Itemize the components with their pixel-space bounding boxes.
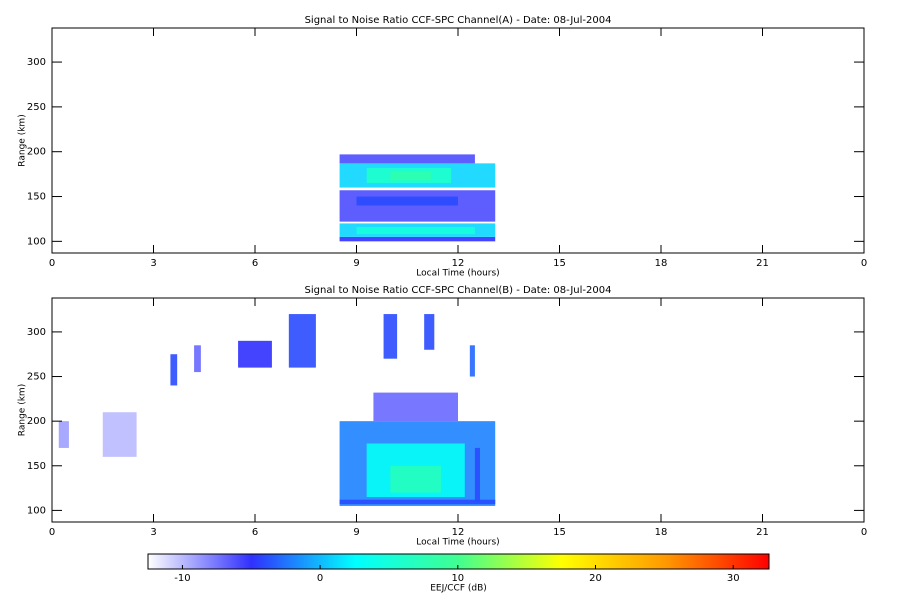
x-tick-label: 6 <box>252 258 258 269</box>
colorbar: -10 0 10 20 30 EEJ/CCF (dB) <box>147 553 770 594</box>
y-tick-label: 250 <box>27 372 46 383</box>
colorbar-tick-label: 10 <box>451 573 464 584</box>
x-tick-label: 0 <box>861 258 867 269</box>
heat-cell <box>469 345 475 377</box>
heat-cell <box>474 447 480 502</box>
y-tick-label: 300 <box>27 327 46 338</box>
y-tick-label: 150 <box>27 461 46 472</box>
y-axis-label: Range (km) <box>18 114 28 166</box>
heatmap-panel: Signal to Noise Ratio CCF-SPC Channel(B)… <box>18 285 868 548</box>
x-tick-label: 12 <box>452 258 465 269</box>
x-tick-label: 3 <box>150 258 156 269</box>
x-axis-label: Local Time (hours) <box>416 538 499 548</box>
x-tick-label: 15 <box>553 527 566 538</box>
x-tick-label: 12 <box>452 527 465 538</box>
heat-cell <box>356 227 475 235</box>
heat-cell <box>288 314 316 368</box>
heat-cell <box>194 345 201 373</box>
x-tick-label: 15 <box>553 258 566 269</box>
x-tick-label: 0 <box>49 527 55 538</box>
y-tick-label: 200 <box>27 416 46 427</box>
x-tick-label: 3 <box>150 527 156 538</box>
heat-cell <box>339 236 496 242</box>
colorbar-tick-label: -10 <box>174 573 190 584</box>
heat-cell <box>58 421 69 448</box>
x-tick-label: 21 <box>756 527 769 538</box>
x-tick-label: 0 <box>861 527 867 538</box>
x-tick-label: 18 <box>655 527 668 538</box>
heatmap-panel: Signal to Noise Ratio CCF-SPC Channel(A)… <box>18 15 868 279</box>
heat-cell <box>424 314 435 350</box>
y-tick-label: 300 <box>27 57 46 68</box>
x-tick-label: 21 <box>756 258 769 269</box>
heat-cell <box>102 412 137 457</box>
y-tick-label: 250 <box>27 102 46 113</box>
chart-title: Signal to Noise Ratio CCF-SPC Channel(B)… <box>305 285 612 296</box>
heat-cell <box>339 154 475 164</box>
heat-cell <box>170 354 178 386</box>
y-axis-label: Range (km) <box>18 384 28 436</box>
heat-cell <box>339 499 496 505</box>
y-tick-label: 100 <box>27 505 46 516</box>
colorbar-label: EEJ/CCF (dB) <box>430 584 487 594</box>
x-tick-label: 6 <box>252 527 258 538</box>
colorbar-tick-label: 30 <box>727 573 740 584</box>
y-tick-label: 200 <box>27 147 46 158</box>
heat-cell <box>390 465 442 493</box>
heat-cell <box>383 314 398 359</box>
chart-title: Signal to Noise Ratio CCF-SPC Channel(A)… <box>305 15 612 26</box>
y-tick-label: 150 <box>27 192 46 203</box>
heat-cell <box>373 392 458 422</box>
heat-cell <box>238 340 272 368</box>
x-tick-label: 9 <box>353 258 359 269</box>
x-tick-label: 0 <box>49 258 55 269</box>
heat-cell <box>339 190 496 222</box>
heat-cell <box>390 171 431 181</box>
x-axis-label: Local Time (hours) <box>416 269 499 279</box>
y-tick-label: 100 <box>27 236 46 247</box>
x-tick-label: 9 <box>353 527 359 538</box>
colorbar-tick-label: 0 <box>317 573 323 584</box>
colorbar-tick-label: 20 <box>589 573 602 584</box>
colorbar-fill <box>147 553 770 570</box>
heat-cell <box>356 196 458 206</box>
x-tick-label: 18 <box>655 258 668 269</box>
